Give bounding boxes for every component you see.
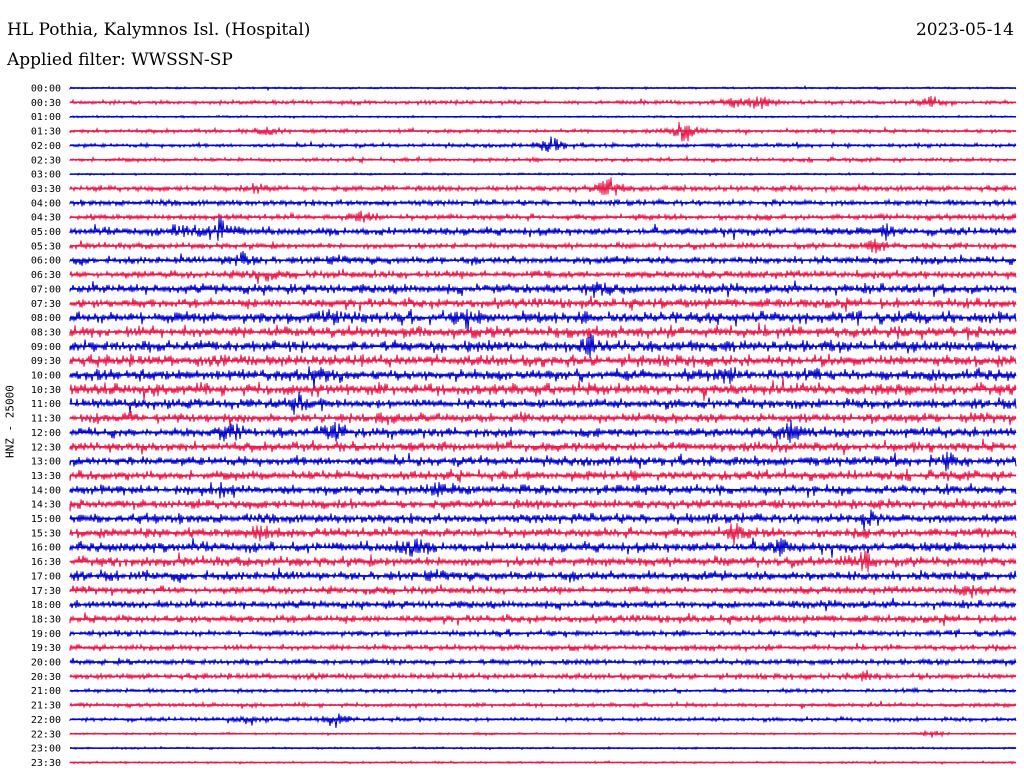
date-label: 2023-05-14 — [915, 20, 1014, 40]
trace-row — [69, 295, 1017, 312]
row-time-label: 23:30 — [31, 758, 61, 769]
row-time-label: 19:30 — [31, 643, 61, 654]
row-time-label: 05:00 — [31, 227, 61, 238]
row-time-label: 08:00 — [31, 313, 61, 324]
row-time-label: 13:30 — [31, 471, 61, 482]
trace-row — [69, 713, 1017, 729]
row-time-label: 00:00 — [31, 84, 61, 95]
row-time-label: 20:30 — [31, 672, 61, 683]
row-time-label: 22:30 — [31, 729, 61, 740]
trace-row — [69, 376, 1017, 401]
trace-row — [69, 522, 1017, 546]
row-time-label: 17:30 — [31, 586, 61, 597]
row-time-label: 05:30 — [31, 241, 61, 252]
row-time-label: 06:30 — [31, 270, 61, 281]
row-time-label: 03:30 — [31, 184, 61, 195]
trace-row — [69, 308, 1017, 332]
filter-label: Applied filter: WWSSN-SP — [7, 50, 233, 70]
row-time-label: 14:00 — [31, 485, 61, 496]
trace-row — [69, 268, 1017, 284]
row-time-label: 14:30 — [31, 500, 61, 511]
row-time-label: 02:30 — [31, 155, 61, 166]
row-time-label: 04:30 — [31, 213, 61, 224]
trace-row — [69, 420, 1017, 444]
trace-row — [69, 217, 1017, 241]
row-time-label: 08:30 — [31, 327, 61, 338]
trace-row — [69, 136, 1017, 153]
trace-row — [69, 584, 1017, 599]
row-time-label: 21:30 — [31, 701, 61, 712]
row-time-label: 11:30 — [31, 414, 61, 425]
row-time-label: 17:00 — [31, 571, 61, 582]
row-time-label: 12:00 — [31, 428, 61, 439]
trace-row — [69, 177, 1017, 196]
trace-row — [69, 438, 1017, 456]
row-time-label: 06:00 — [31, 256, 61, 267]
row-time-label: 07:00 — [31, 284, 61, 295]
row-time-label: 18:30 — [31, 614, 61, 625]
row-time-label: 16:00 — [31, 543, 61, 554]
row-time-label: 11:00 — [31, 399, 61, 410]
row-time-label: 07:30 — [31, 299, 61, 310]
row-time-label: 09:00 — [31, 342, 61, 353]
station-title: HL Pothia, Kalymnos Isl. (Hospital) — [7, 20, 311, 40]
trace-row — [69, 353, 1017, 368]
row-time-label: 21:00 — [31, 686, 61, 697]
trace-row — [69, 250, 1017, 267]
row-time-label: 00:30 — [31, 98, 61, 109]
row-time-label: 18:00 — [31, 600, 61, 611]
row-time-label: 10:30 — [31, 385, 61, 396]
row-time-label: 03:00 — [31, 170, 61, 181]
row-time-label: 23:00 — [31, 744, 61, 755]
row-time-label: 15:00 — [31, 514, 61, 525]
row-time-label: 01:30 — [31, 127, 61, 138]
row-time-label: 13:00 — [31, 457, 61, 468]
row-time-label: 22:00 — [31, 715, 61, 726]
row-time-label: 20:00 — [31, 658, 61, 669]
row-time-label: 19:00 — [31, 629, 61, 640]
row-time-label: 10:00 — [31, 371, 61, 382]
row-time-label: 12:30 — [31, 442, 61, 453]
row-time-label: 15:30 — [31, 528, 61, 539]
trace-row — [69, 509, 1017, 531]
row-time-label: 01:00 — [31, 112, 61, 123]
row-time-label: 16:30 — [31, 557, 61, 568]
row-time-label: 04:00 — [31, 198, 61, 209]
row-time-label: 02:00 — [31, 141, 61, 152]
trace-row — [69, 481, 1017, 499]
row-time-label: 09:30 — [31, 356, 61, 367]
